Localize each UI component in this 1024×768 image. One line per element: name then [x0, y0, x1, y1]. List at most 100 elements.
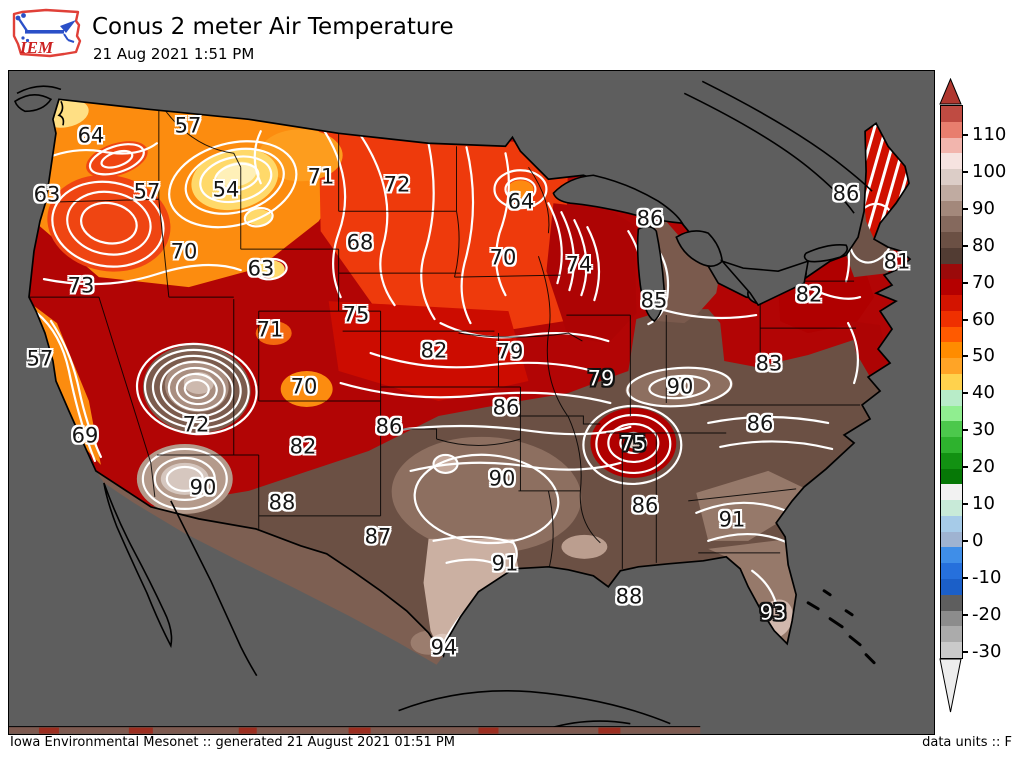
colorbar-tick-label: 10: [972, 493, 995, 514]
colorbar-segment: [941, 515, 962, 532]
temperature-label: 70: [170, 239, 198, 264]
colorbar-tick-label: 30: [972, 419, 995, 441]
map-temperature-labels: 64 57 63 57 54 71 72 64 86 86 70 63 68 70 74 85 81 82 73 71…: [9, 71, 934, 734]
colorbar-segment: [941, 437, 962, 453]
colorbar-segment: [941, 326, 962, 343]
colorbar-segment: [941, 247, 962, 264]
temperature-label: 64: [507, 189, 535, 214]
colorbar-tick-label: 80: [972, 234, 995, 256]
temperature-label: 91: [718, 507, 746, 532]
temperature-label: 75: [619, 431, 647, 456]
colorbar-segment: [941, 594, 962, 611]
colorbar-tick-label: 90: [972, 197, 995, 219]
page-title: Conus 2 meter Air Temperature: [92, 14, 454, 40]
temperature-label: 90: [488, 466, 516, 491]
colorbar-tick-label: 50: [972, 345, 995, 367]
temperature-label: 79: [496, 339, 524, 364]
colorbar-tick-label: 60: [972, 308, 995, 330]
colorbar-segment: [941, 279, 962, 296]
temperature-label: 81: [883, 249, 911, 274]
colorbar-tick-label: -20: [972, 603, 1002, 625]
temperature-label: 69: [71, 423, 99, 448]
weather-vane-icon: [15, 13, 76, 43]
colorbar-tick-label: 0: [972, 529, 984, 551]
colorbar-scale: [940, 105, 963, 659]
temperature-label: 72: [182, 412, 210, 437]
temperature-label: 71: [307, 164, 335, 189]
colorbar-tick-label: 40: [972, 382, 995, 404]
temperature-label: 93: [759, 600, 787, 625]
state-borders: [28, 101, 861, 569]
colorbar-segment: [941, 421, 962, 438]
temperature-label: 72: [383, 172, 411, 197]
colorbar-tick-label: 70: [972, 271, 995, 293]
colorbar-segment: [941, 216, 962, 233]
temperature-label: 57: [26, 346, 54, 371]
temperature-label: 90: [189, 475, 217, 500]
temperature-label: 88: [268, 490, 296, 515]
bahamas-islands: [806, 589, 876, 665]
temperature-label: 86: [375, 414, 403, 439]
temperature-label: 63: [247, 256, 275, 281]
colorbar-segment: [941, 405, 962, 422]
temperature-label: 86: [636, 206, 664, 231]
temperature-label: 86: [746, 411, 774, 436]
colorbar-segment: [941, 468, 962, 485]
temperature-label: 87: [364, 524, 392, 549]
temperature-label: 94: [430, 635, 458, 660]
colorbar-segment: [941, 531, 962, 548]
temperature-label: 64: [77, 123, 105, 148]
temperature-map: 64 57 63 57 54 71 72 64 86 86 70 63 68 70 74 85 81 82 73 71…: [8, 70, 935, 735]
temperature-label: 73: [67, 273, 95, 298]
colorbar-segment: [941, 563, 962, 579]
temperature-label: 75: [342, 302, 370, 327]
temperature-label: 68: [346, 230, 374, 255]
colorbar-segment: [941, 547, 962, 564]
colorbar-segment: [941, 153, 962, 170]
colorbar-segment: [941, 610, 962, 627]
colorbar-segment: [941, 342, 962, 359]
temperature-label: 57: [174, 113, 202, 138]
temperature-label: 63: [33, 182, 61, 207]
timestamp-subtitle: 21 Aug 2021 1:51 PM: [93, 45, 255, 63]
footer-units: data units :: F: [922, 735, 1012, 750]
temperature-label: 86: [832, 181, 860, 206]
conus-map-art: [9, 80, 912, 734]
colorbar-segment: [941, 642, 962, 658]
temperature-label: 70: [489, 245, 517, 270]
neighbor-coastlines: [14, 80, 873, 730]
colorbar-segment: [941, 374, 962, 390]
colorbar-tick-label: -30: [972, 640, 1002, 662]
temperature-label: 74: [565, 252, 593, 277]
domain-bottom-strip: [9, 726, 701, 734]
colorbar-segment: [941, 184, 962, 201]
temperature-label: 88: [615, 584, 643, 609]
colorbar-segment: [941, 389, 962, 406]
colorbar-segment: [941, 452, 962, 469]
colorbar-tick-label: 20: [972, 456, 995, 478]
logo-text: IEM: [19, 38, 54, 57]
colorbar-segment: [941, 137, 962, 154]
temperature-label: 79: [587, 366, 615, 391]
colorbar-tick-label: 110: [972, 124, 1007, 145]
colorbar-segment: [941, 232, 962, 248]
temperature-label: 83: [755, 351, 783, 376]
temperature-label: 71: [256, 317, 284, 342]
temperature-label: 90: [666, 374, 694, 399]
colorbar-segment: [941, 200, 962, 217]
temperature-label: 82: [289, 434, 317, 459]
colorbar-segment: [941, 310, 962, 327]
temperature-label: 54: [212, 177, 240, 202]
colorbar-segment: [941, 578, 962, 595]
temperature-label: 57: [133, 179, 161, 204]
temperature-label: 82: [420, 338, 448, 363]
temperature-label: 82: [795, 282, 823, 307]
great-lakes: [552, 174, 849, 323]
colorbar-tick-label: 100: [972, 160, 1007, 182]
temperature-label: 85: [640, 288, 668, 313]
temperature-label: 70: [290, 374, 318, 399]
colorbar-segment: [941, 106, 962, 122]
colorbar-tick-label: -10: [972, 566, 1002, 588]
iem-logo: IEM: [12, 8, 82, 58]
